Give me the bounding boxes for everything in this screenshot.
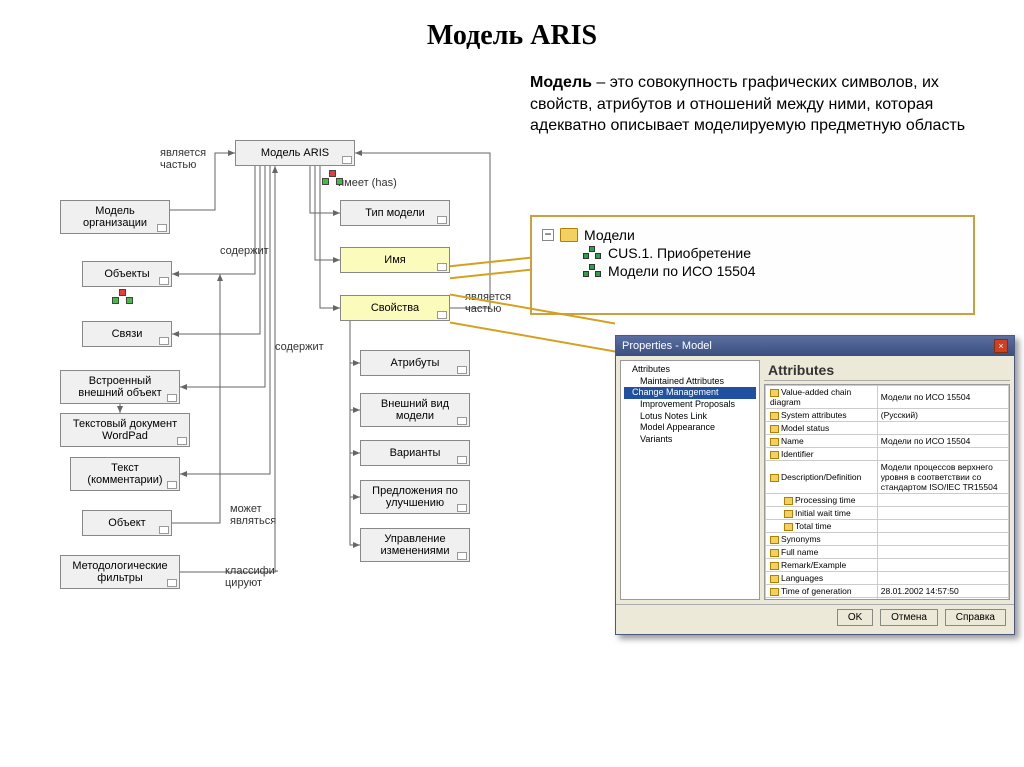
tree-item[interactable]: Model Appearance <box>624 422 756 434</box>
node-aris: Модель ARIS <box>235 140 355 166</box>
node-filters: Методологические фильтры <box>60 555 180 589</box>
table-row[interactable]: System attributes(Русский) <box>766 409 1009 422</box>
definition-text: Модель – это совокупность графических си… <box>530 72 1000 137</box>
edge-label: содержит <box>220 245 290 257</box>
tree-child-label: CUS.1. Приобретение <box>608 245 751 261</box>
table-row[interactable]: Value-added chain diagramМодели по ИСО 1… <box>766 386 1009 409</box>
tree-item[interactable]: Change Management <box>624 387 756 399</box>
edge-label: имеет (has) <box>338 177 408 189</box>
table-row[interactable]: Time of generation28.01.2002 14:57:50 <box>766 585 1009 598</box>
node-change: Управление изменениями <box>360 528 470 562</box>
tree-child-row[interactable]: Модели по ИСО 15504 <box>542 263 963 279</box>
tree-child-label: Модели по ИСО 15504 <box>608 263 756 279</box>
ok-button[interactable]: OK <box>837 609 873 626</box>
node-type: Тип модели <box>340 200 450 226</box>
tree-item[interactable]: Maintained Attributes <box>624 376 756 388</box>
attributes-header: Attributes <box>764 360 1010 381</box>
edge-label: классифи- цируют <box>225 565 295 589</box>
table-row[interactable]: Processing time <box>766 494 1009 507</box>
edge-label: содержит <box>275 341 345 353</box>
node-name: Имя <box>340 247 450 273</box>
table-row[interactable]: Description/DefinitionМодели процессов в… <box>766 461 1009 494</box>
table-row[interactable]: Identifier <box>766 448 1009 461</box>
model-icon <box>582 264 602 278</box>
folder-icon <box>560 228 578 242</box>
edge-label: является частью <box>160 147 230 171</box>
window-titlebar: Properties - Model × <box>616 336 1014 356</box>
table-row[interactable]: Full name <box>766 546 1009 559</box>
node-objects: Объекты <box>82 261 172 287</box>
collapse-icon[interactable]: − <box>542 229 554 241</box>
node-links: Связи <box>82 321 172 347</box>
node-variants: Варианты <box>360 440 470 466</box>
node-org: Модель организации <box>60 200 170 234</box>
table-row[interactable]: Synonyms <box>766 533 1009 546</box>
definition-body: – это совокупность графических символов,… <box>530 74 965 134</box>
properties-window: Properties - Model × AttributesMaintaine… <box>615 335 1015 635</box>
node-extobj: Встроенный внешний объект <box>60 370 180 404</box>
model-tree-panel: − Модели CUS.1. Приобретение Модели по И… <box>530 215 975 315</box>
window-buttons: OK Отмена Справка <box>616 604 1014 630</box>
tree-item[interactable]: Lotus Notes Link <box>624 411 756 423</box>
node-appear: Внешний вид модели <box>360 393 470 427</box>
window-title: Properties - Model <box>622 340 712 352</box>
aris-diagram: Модель ARIS Модель организации Объекты Связ… <box>60 115 540 715</box>
cluster-icon <box>110 289 136 305</box>
table-row[interactable]: Total time <box>766 520 1009 533</box>
edge-label: может являться <box>230 503 300 527</box>
tree-root-row[interactable]: − Модели <box>542 227 963 243</box>
props-tree[interactable]: AttributesMaintained AttributesChange Ma… <box>620 360 760 600</box>
tree-root-label: Модели <box>584 227 635 243</box>
node-propose: Предложения по улучшению <box>360 480 470 514</box>
table-row[interactable]: Languages <box>766 572 1009 585</box>
cancel-button[interactable]: Отмена <box>880 609 938 626</box>
table-row[interactable]: Creatorsystem <box>766 598 1009 601</box>
table-row[interactable]: Initial wait time <box>766 507 1009 520</box>
tree-item[interactable]: Improvement Proposals <box>624 399 756 411</box>
table-row[interactable]: Model status <box>766 422 1009 435</box>
node-props: Свойства <box>340 295 450 321</box>
node-obj: Объект <box>82 510 172 536</box>
tree-child-row[interactable]: CUS.1. Приобретение <box>542 245 963 261</box>
cluster-icon <box>320 170 346 186</box>
attributes-table[interactable]: Value-added chain diagramМодели по ИСО 1… <box>764 384 1010 600</box>
node-wordpad: Текстовый документ WordPad <box>60 413 190 447</box>
table-row[interactable]: Remark/Example <box>766 559 1009 572</box>
page-title: Модель ARIS <box>0 20 1024 52</box>
tree-item[interactable]: Variants <box>624 434 756 446</box>
definition-bold: Модель <box>530 74 592 91</box>
help-button[interactable]: Справка <box>945 609 1006 626</box>
table-row[interactable]: NameМодели по ИСО 15504 <box>766 435 1009 448</box>
close-icon[interactable]: × <box>994 339 1008 353</box>
tree-item[interactable]: Attributes <box>624 364 756 376</box>
model-icon <box>582 246 602 260</box>
node-text: Текст (комментарии) <box>70 457 180 491</box>
node-attrs: Атрибуты <box>360 350 470 376</box>
